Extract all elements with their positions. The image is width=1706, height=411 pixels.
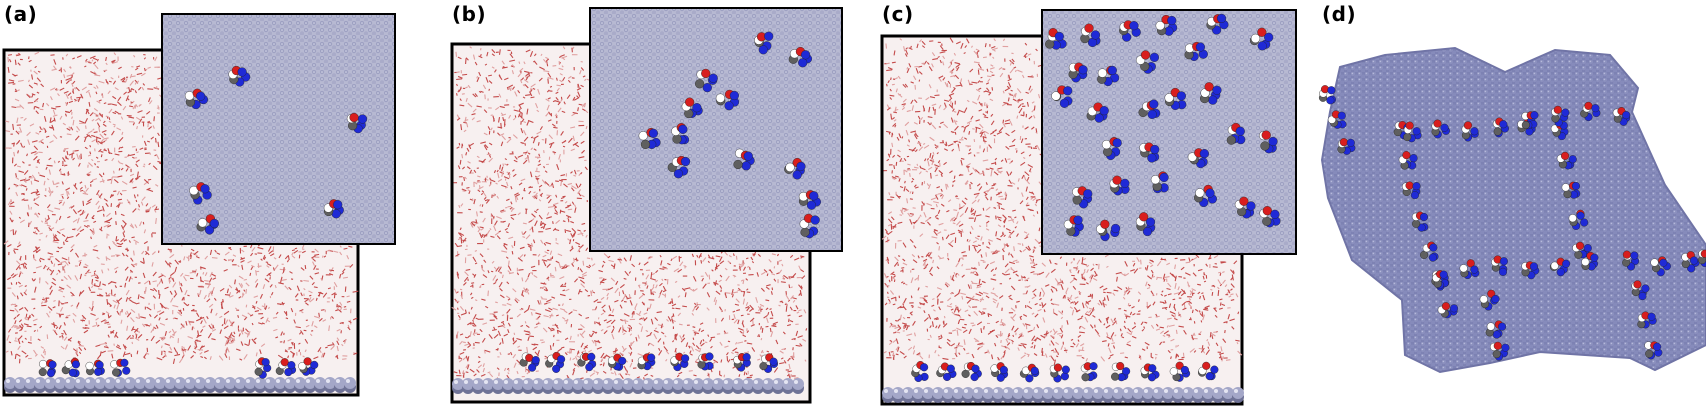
panel-a-inset-top-view bbox=[161, 13, 396, 245]
panel-b-inset-top-view bbox=[589, 7, 843, 252]
panel-c-surface-layer bbox=[882, 361, 1244, 403]
panel-d-hexagonal-surface bbox=[1318, 46, 1706, 374]
panel-label-c: (c) bbox=[882, 2, 914, 26]
panel-c-inset-top-view bbox=[1041, 9, 1297, 255]
panel-b-surface-layer bbox=[452, 351, 804, 394]
panel-a-surface-layer bbox=[4, 357, 356, 393]
panel-label-b: (b) bbox=[452, 2, 487, 26]
panel-label-a: (a) bbox=[4, 2, 38, 26]
panel-label-d: (d) bbox=[1322, 2, 1357, 26]
